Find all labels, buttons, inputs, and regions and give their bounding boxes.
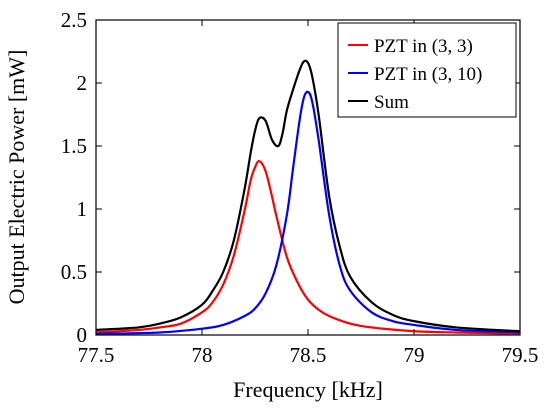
legend-item-2: Sum [348,92,409,113]
legend-label-2: Sum [374,92,409,113]
series-layer [95,59,521,335]
legend-label-0: PZT in (3, 3) [374,36,473,57]
x-tick-label: 78.5 [290,343,327,367]
axis-labels: Frequency [kHz] Output Electric Power [m… [4,50,383,402]
y-axis-label: Output Electric Power [mW] [4,50,29,305]
y-tick-label: 1 [77,197,88,221]
legend-label-1: PZT in (3, 10) [374,64,482,85]
x-tick-label: 78 [192,343,213,367]
y-tick-label: 0 [77,323,88,347]
x-tick-label: 77.5 [78,343,115,367]
legend-item-1: PZT in (3, 10) [348,64,482,85]
x-tick-label: 79.5 [502,343,539,367]
y-tick-label: 2.5 [61,8,87,32]
y-tick-label: 2 [77,71,88,95]
series-line-2 [95,59,521,333]
legend: PZT in (3, 3) PZT in (3, 10) Sum [337,22,517,118]
x-tick-label: 79 [404,343,425,367]
x-axis-label: Frequency [kHz] [233,377,383,402]
y-tick-label: 0.5 [61,260,87,284]
series-line-0 [95,159,521,335]
y-tick-label: 1.5 [61,134,87,158]
legend-item-0: PZT in (3, 3) [348,36,473,57]
series-line-1 [95,90,521,335]
